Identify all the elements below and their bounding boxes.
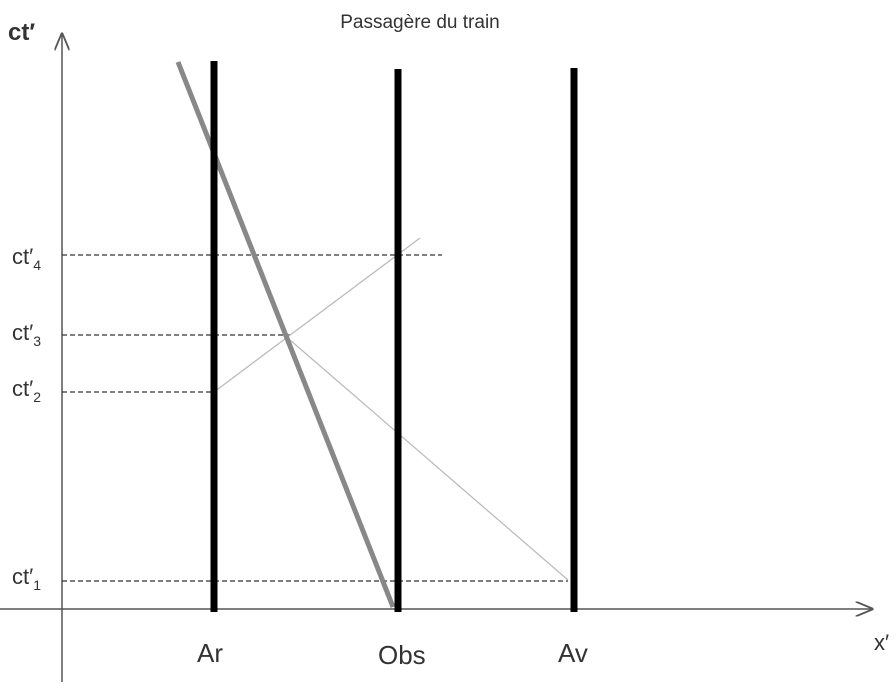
time-lines [62, 254, 568, 582]
time-label: ct′1 [12, 564, 41, 593]
title: Passagère du train [340, 12, 500, 33]
time-label: ct′2 [12, 376, 41, 405]
train-worldlines [210, 61, 578, 612]
worldline-label: Av [558, 638, 588, 668]
time-label: ct′3 [12, 320, 41, 349]
light-ray [213, 237, 421, 393]
time-base: ct′ [12, 244, 33, 269]
time-base: ct′ [12, 376, 33, 401]
time-sub: 4 [33, 257, 41, 273]
vertical-axis-label: ct′ [8, 19, 35, 46]
worldline-label: Ar [197, 638, 223, 668]
light-ray [289, 339, 569, 581]
time-sub: 1 [33, 577, 41, 593]
time-base: ct′ [12, 320, 33, 345]
worldline-label: Obs [378, 640, 426, 670]
time-label: ct′4 [12, 244, 41, 273]
time-sub: 2 [33, 389, 41, 405]
horizontal-axis-label: x′ [874, 630, 889, 655]
time-base: ct′ [12, 564, 33, 589]
time-sub: 3 [33, 333, 41, 349]
